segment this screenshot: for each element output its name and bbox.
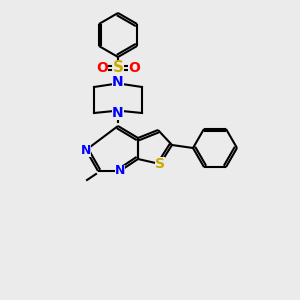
Text: N: N <box>81 143 91 157</box>
Text: N: N <box>112 75 124 89</box>
Text: N: N <box>115 164 125 178</box>
Text: O: O <box>96 61 108 75</box>
Text: N: N <box>112 106 124 120</box>
Text: S: S <box>155 157 165 171</box>
Text: S: S <box>112 61 124 76</box>
Text: O: O <box>128 61 140 75</box>
